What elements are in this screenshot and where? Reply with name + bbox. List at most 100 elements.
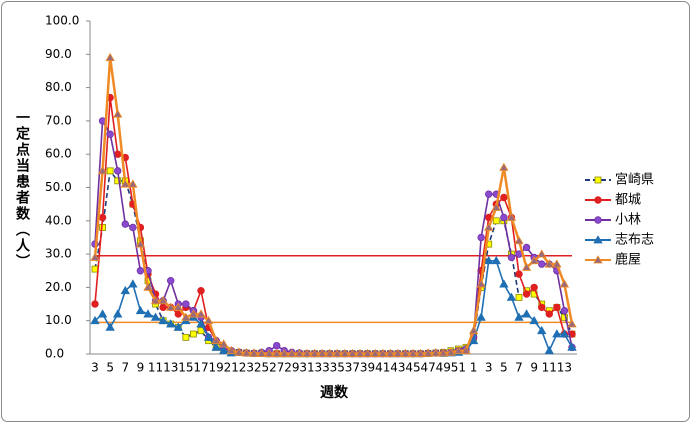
marker (317, 348, 327, 358)
marker (211, 335, 221, 345)
y-tick-label: 30.0 (45, 247, 72, 261)
marker (594, 176, 602, 184)
marker (159, 303, 167, 312)
marker (106, 167, 114, 175)
marker (150, 312, 161, 321)
marker (332, 348, 342, 358)
y-tick-label: 50.0 (45, 180, 72, 194)
marker (499, 279, 509, 288)
marker (477, 233, 485, 242)
marker (302, 348, 312, 358)
x-tick-label: 25 (254, 361, 269, 375)
marker (362, 348, 373, 358)
y-tick-label: 70.0 (45, 113, 72, 127)
marker (484, 255, 494, 265)
x-tick-label: 45 (405, 361, 420, 375)
marker (128, 179, 138, 188)
x-tick-label: 5 (500, 361, 508, 375)
marker (121, 220, 129, 228)
y-tick-label: 90.0 (45, 47, 72, 61)
marker (355, 348, 365, 358)
marker (476, 279, 486, 288)
marker (264, 348, 274, 358)
marker (166, 302, 176, 311)
marker (552, 259, 562, 268)
x-tick-label: 3 (485, 361, 493, 375)
marker (537, 325, 547, 335)
marker (446, 347, 456, 356)
marker (135, 305, 146, 315)
marker (522, 290, 531, 298)
marker (522, 243, 531, 252)
marker (529, 255, 539, 265)
marker (400, 348, 411, 358)
marker (438, 348, 448, 357)
x-tick-label: 7 (515, 361, 523, 375)
marker (120, 179, 130, 188)
x-tick-label: 37 (345, 361, 360, 375)
marker (241, 348, 252, 357)
legend-label: 都城 (615, 193, 641, 208)
marker (249, 348, 259, 357)
marker (393, 348, 403, 358)
marker (197, 287, 205, 295)
marker (485, 190, 493, 198)
marker (538, 260, 546, 268)
marker (135, 239, 146, 248)
marker (408, 348, 418, 358)
x-tick-label: 5 (106, 361, 114, 375)
y-tick-label: 20.0 (45, 280, 72, 294)
marker (190, 330, 197, 338)
marker (499, 162, 509, 171)
x-tick-label: 7 (121, 361, 129, 375)
marker (91, 300, 99, 308)
marker (506, 292, 517, 301)
marker (491, 202, 501, 211)
y-tick-label: 60.0 (45, 147, 72, 161)
marker (514, 235, 524, 245)
legend-label: 小林 (615, 213, 641, 228)
marker (515, 270, 523, 278)
y-tick-label: 100.0 (45, 14, 79, 28)
marker (114, 167, 122, 175)
marker (593, 235, 603, 244)
marker (521, 309, 532, 318)
marker (136, 267, 145, 275)
marker (552, 329, 562, 338)
x-tick-label: 13 (557, 361, 572, 375)
marker (340, 348, 350, 358)
x-tick-label: 11 (148, 361, 163, 375)
marker (484, 222, 494, 231)
marker (468, 335, 479, 345)
x-tick-label: 47 (421, 361, 436, 375)
marker (219, 345, 229, 355)
marker (97, 309, 108, 318)
marker (593, 255, 603, 264)
marker (196, 309, 206, 318)
marker (567, 319, 577, 328)
marker (143, 282, 153, 291)
marker (521, 262, 532, 271)
marker (294, 348, 305, 358)
marker (500, 193, 508, 202)
x-tick-label: 9 (137, 361, 145, 375)
legend-label: 宮崎県 (615, 172, 654, 188)
marker (173, 302, 183, 311)
x-tick-label: 3 (91, 361, 99, 375)
marker (545, 310, 553, 318)
marker (226, 345, 236, 355)
marker (114, 177, 122, 185)
marker (507, 253, 516, 262)
marker (492, 217, 500, 225)
marker (97, 166, 108, 175)
marker (538, 303, 546, 312)
x-tick-label: 9 (530, 361, 538, 375)
x-tick-label: 49 (436, 361, 451, 375)
x-tick-label: 23 (239, 361, 254, 375)
marker (128, 279, 138, 288)
marker (203, 332, 214, 341)
marker (256, 348, 267, 357)
y-tick-label: 80.0 (45, 80, 72, 94)
